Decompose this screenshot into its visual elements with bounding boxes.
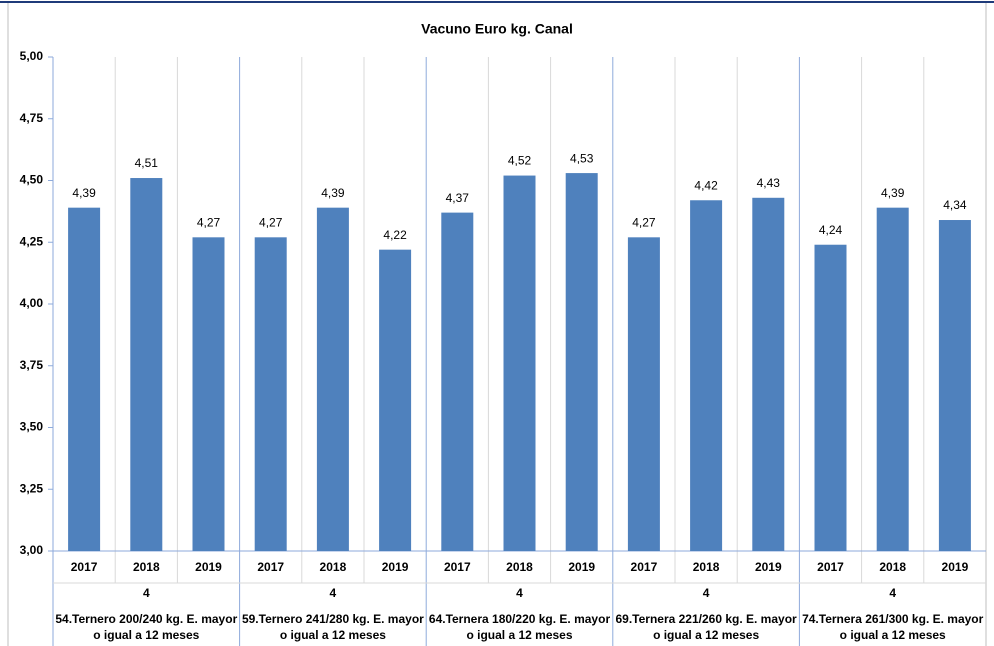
x-tick-label: 2017 (71, 560, 98, 574)
group-label: 74.Ternera 261/300 kg. E. mayor (802, 612, 984, 626)
x-tick-label: 2018 (693, 560, 720, 574)
group-label: 69.Ternera 221/260 kg. E. mayor (615, 612, 797, 626)
data-label: 4,27 (197, 215, 221, 229)
bar (379, 249, 412, 551)
x-tick-label: 2019 (942, 560, 969, 574)
group-label: o igual a 12 meses (466, 628, 572, 642)
bar (441, 212, 474, 552)
data-label: 4,52 (508, 154, 532, 168)
bar (503, 175, 536, 551)
y-tick-label: 3,00 (20, 543, 44, 557)
y-tick-label: 4,50 (20, 173, 44, 187)
bar (254, 237, 287, 551)
x-tick-label: 2018 (133, 560, 160, 574)
data-label: 4,51 (135, 156, 159, 170)
group-label: o igual a 12 meses (840, 628, 946, 642)
group-label: o igual a 12 meses (653, 628, 759, 642)
y-tick-label: 3,75 (20, 358, 44, 372)
bar (752, 197, 785, 552)
x-tick-label: 2018 (879, 560, 906, 574)
bar (316, 207, 349, 552)
y-tick-label: 4,25 (20, 234, 44, 248)
x-tick-label: 2017 (444, 560, 471, 574)
group-level-label: 4 (703, 586, 710, 600)
group-level-label: 4 (330, 586, 337, 600)
bar (627, 237, 660, 551)
data-label: 4,39 (321, 186, 345, 200)
group-level-label: 4 (143, 586, 150, 600)
x-tick-label: 2018 (506, 560, 533, 574)
x-tick-label: 2017 (817, 560, 844, 574)
data-label: 4,43 (757, 176, 781, 190)
data-label: 4,53 (570, 151, 594, 165)
x-tick-label: 2019 (195, 560, 222, 574)
y-tick-label: 3,25 (20, 481, 44, 495)
bar (938, 220, 971, 551)
bar (690, 200, 723, 551)
group-level-label: 4 (516, 586, 523, 600)
data-label: 4,34 (943, 198, 967, 212)
x-tick-label: 2018 (320, 560, 347, 574)
group-label: 54.Ternero 200/240 kg. E. mayor (55, 612, 237, 626)
x-tick-label: 2017 (631, 560, 658, 574)
data-label: 4,27 (259, 215, 283, 229)
x-tick-label: 2017 (257, 560, 284, 574)
y-tick-label: 5,00 (20, 49, 44, 63)
bar (876, 207, 909, 552)
group-label: o igual a 12 meses (93, 628, 199, 642)
data-label: 4,37 (446, 191, 470, 205)
bar (565, 173, 598, 551)
group-label: o igual a 12 meses (280, 628, 386, 642)
group-level-label: 4 (889, 586, 896, 600)
bar (192, 237, 225, 551)
group-label: 59.Ternero 241/280 kg. E. mayor (242, 612, 424, 626)
x-tick-label: 2019 (568, 560, 595, 574)
chart-title: Vacuno Euro kg. Canal (421, 21, 573, 37)
x-tick-label: 2019 (382, 560, 409, 574)
data-label: 4,22 (383, 228, 407, 242)
data-label: 4,39 (72, 186, 96, 200)
data-label: 4,42 (694, 178, 718, 192)
x-tick-label: 2019 (755, 560, 782, 574)
data-label: 4,24 (819, 223, 843, 237)
y-tick-label: 4,75 (20, 111, 44, 125)
bar (814, 244, 847, 551)
bar (130, 178, 163, 551)
y-tick-label: 4,00 (20, 296, 44, 310)
data-label: 4,27 (632, 215, 656, 229)
y-tick-label: 3,50 (20, 420, 44, 434)
group-label: 64.Ternera 180/220 kg. E. mayor (429, 612, 611, 626)
data-label: 4,39 (881, 186, 905, 200)
bar (68, 207, 101, 552)
